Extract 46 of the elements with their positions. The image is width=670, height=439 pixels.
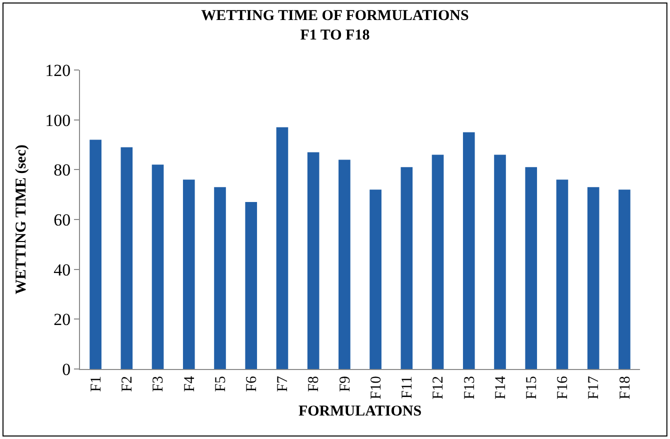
x-tick-label: F3 — [150, 376, 167, 392]
x-tick-label: F10 — [368, 376, 384, 400]
bar — [462, 132, 475, 369]
bar — [276, 127, 288, 369]
x-tick-label: F7 — [275, 376, 292, 392]
bar — [618, 190, 630, 369]
y-tick-label: 40 — [54, 260, 71, 280]
bar — [494, 154, 506, 369]
x-axis-title: FORMULATIONS — [298, 403, 422, 420]
chart-title: WETTING TIME OF FORMULATIONS F1 TO F18 — [201, 8, 469, 44]
x-tick-label: F5 — [212, 376, 229, 392]
x-tick-label: F2 — [120, 376, 136, 392]
bar — [214, 187, 226, 369]
bar — [182, 180, 195, 369]
bar — [400, 167, 413, 369]
x-tick-label: F11 — [400, 376, 416, 399]
x-tick-label: F15 — [524, 376, 540, 400]
bar — [120, 147, 133, 369]
bar — [152, 164, 164, 369]
x-tick-label: F12 — [430, 376, 447, 400]
bar — [338, 160, 350, 369]
x-tick-label: F14 — [492, 376, 509, 400]
x-tick-label: F4 — [182, 376, 198, 392]
bar — [307, 152, 320, 369]
x-tick-label: F18 — [617, 376, 634, 400]
x-tick-label: F9 — [337, 376, 354, 392]
y-tick-label: 120 — [45, 60, 71, 80]
x-tick-label: F6 — [244, 376, 260, 392]
bar — [432, 154, 444, 369]
bar — [90, 140, 102, 369]
x-tick-label: F1 — [88, 376, 104, 392]
x-tick-label: F17 — [586, 376, 602, 400]
x-tick-label: F16 — [555, 376, 572, 400]
y-tick-label: 0 — [62, 360, 71, 379]
bar — [525, 167, 538, 369]
bar — [587, 187, 600, 369]
x-tick-label: F13 — [462, 376, 478, 400]
bar — [245, 202, 258, 369]
y-tick-label: 80 — [54, 160, 71, 180]
y-axis-title: WETTING TIME (sec) — [13, 144, 30, 294]
x-tick-label: F8 — [306, 376, 322, 392]
y-tick-label: 60 — [54, 210, 71, 230]
bar — [556, 180, 568, 369]
bar — [370, 190, 382, 369]
y-tick-label: 20 — [54, 310, 71, 330]
y-tick-label: 100 — [45, 110, 71, 130]
